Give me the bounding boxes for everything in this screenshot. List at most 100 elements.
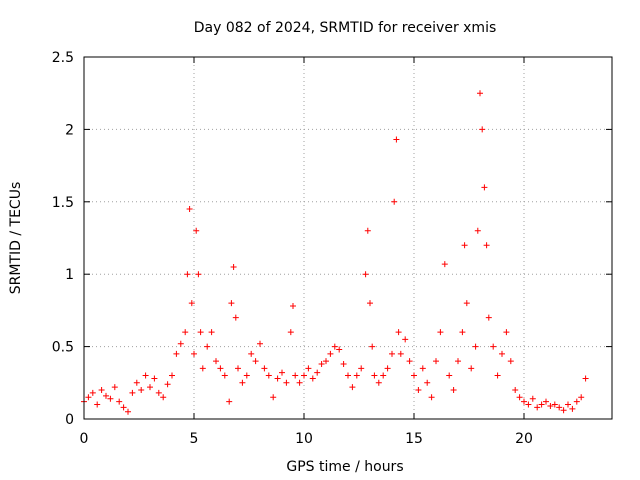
data-point [243, 372, 250, 379]
data-points [81, 90, 589, 415]
data-point [437, 329, 444, 336]
data-point [184, 271, 191, 278]
data-point [415, 387, 422, 394]
data-point [336, 346, 343, 353]
data-point [221, 372, 228, 379]
y-tick-label: 0.5 [52, 340, 74, 356]
data-point [164, 381, 171, 388]
data-point [248, 350, 255, 357]
data-point [450, 387, 457, 394]
data-point [226, 398, 233, 405]
data-point [182, 329, 189, 336]
data-point [155, 389, 162, 396]
grid-layer [84, 57, 612, 419]
data-point [463, 300, 470, 307]
data-point [292, 372, 299, 379]
x-tick-label: 10 [295, 431, 313, 447]
data-point [461, 242, 468, 249]
data-point [323, 358, 329, 365]
data-point [582, 375, 589, 382]
data-point [279, 369, 285, 376]
data-point [147, 384, 153, 391]
data-point [441, 261, 448, 268]
data-point [358, 365, 365, 372]
chart-title: Day 082 of 2024, SRMTID for receiver xmi… [194, 20, 497, 36]
data-point [107, 395, 114, 402]
data-point [578, 394, 585, 401]
data-point [85, 394, 92, 401]
data-point [94, 401, 101, 408]
data-point [217, 365, 224, 372]
data-point [393, 136, 400, 143]
data-point [309, 375, 316, 382]
data-point [257, 340, 263, 347]
data-point [419, 365, 426, 372]
series-srmtid [81, 90, 589, 415]
data-point [446, 372, 453, 379]
data-point [494, 372, 501, 379]
data-point [235, 365, 241, 372]
data-point [177, 340, 184, 347]
data-point [538, 401, 545, 408]
data-point [367, 300, 373, 307]
data-point [208, 329, 215, 336]
data-point [371, 372, 378, 379]
data-point [331, 343, 338, 350]
axis-ticks: 0 0.5 1 1.5 2 2.5 0 5 10 15 20 [52, 50, 612, 447]
data-point [477, 90, 483, 97]
data-point [345, 372, 351, 379]
data-point [547, 402, 554, 409]
data-point [129, 389, 136, 396]
data-point [195, 271, 202, 278]
data-point [204, 343, 211, 350]
data-point [534, 404, 541, 411]
data-point [305, 365, 312, 372]
data-point [296, 379, 303, 386]
data-point [213, 358, 219, 365]
data-point [125, 408, 131, 415]
data-point [474, 227, 481, 234]
data-point [551, 401, 558, 408]
data-point [375, 379, 382, 386]
data-point [479, 126, 486, 133]
y-tick-label: 2.5 [52, 50, 74, 66]
y-tick-label: 2 [65, 122, 74, 138]
data-point [364, 227, 371, 234]
data-point [230, 263, 237, 270]
data-point [98, 387, 105, 394]
data-point [573, 398, 580, 405]
data-point [169, 372, 175, 379]
x-tick-label: 20 [515, 431, 533, 447]
data-point [133, 379, 140, 386]
data-point [499, 350, 505, 357]
data-point [397, 350, 404, 357]
data-point [314, 369, 321, 376]
data-point [521, 398, 527, 405]
data-point [252, 358, 259, 365]
x-tick-label: 5 [190, 431, 199, 447]
data-point [318, 360, 325, 367]
data-point [369, 343, 376, 350]
y-tick-label: 0 [65, 412, 74, 428]
data-point [173, 350, 180, 357]
data-point [512, 387, 519, 394]
data-point [199, 365, 206, 372]
data-point [142, 372, 149, 379]
data-point [503, 329, 510, 336]
data-point [228, 300, 235, 307]
data-point [468, 365, 475, 372]
data-point [89, 389, 96, 396]
x-axis-label: GPS time / hours [286, 459, 403, 475]
data-point [265, 372, 272, 379]
data-point [525, 401, 532, 408]
data-point [301, 372, 307, 379]
data-point [283, 379, 290, 386]
data-point [232, 314, 239, 321]
data-point [261, 365, 268, 372]
data-point [287, 329, 294, 336]
data-point [391, 198, 398, 205]
data-point [529, 395, 536, 402]
data-point [472, 343, 479, 350]
data-point [120, 404, 127, 411]
data-point [485, 314, 492, 321]
